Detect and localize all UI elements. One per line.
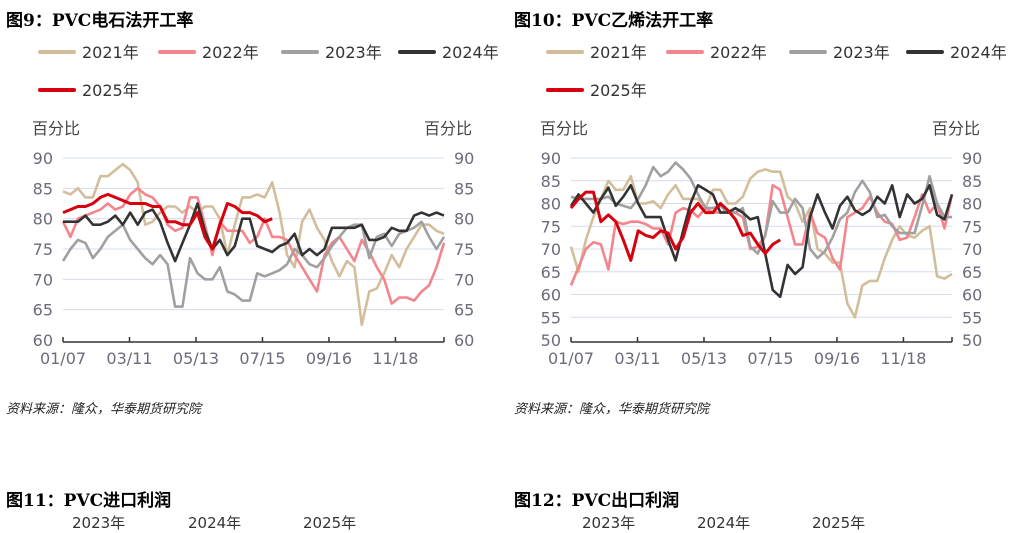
y-axis-label-right: 百分比 (424, 119, 473, 138)
x-tick-label: 11/18 (880, 349, 926, 368)
legend-label-2024: 2024年 (442, 43, 499, 62)
series-line-2021 (62, 162, 445, 327)
y-tick-label-right: 90 (962, 149, 982, 168)
series-line-2023 (570, 161, 952, 260)
y-tick-label-right: 75 (454, 240, 474, 259)
legend-label-2022: 2022年 (710, 43, 767, 62)
chart-0-plot: 60 60 65 65 70 70 75 75 80 80 85 85 90 90 01/07 03/11 05… (33, 43, 499, 368)
y-tick-label-left: 60 (33, 331, 53, 350)
y-tick-label-left: 80 (541, 195, 561, 214)
legend-label-2021: 2021年 (590, 43, 647, 62)
y-tick-label-right: 70 (962, 240, 982, 259)
y-tick-label-right: 90 (454, 149, 474, 168)
chart-title-import-profit: 图11：PVC进口利润 (6, 491, 172, 511)
y-tick-label-right: 65 (454, 301, 474, 320)
y-axis-label-left: 百分比 (32, 119, 81, 138)
y-tick-label-right: 80 (962, 195, 982, 214)
x-tick-label: 09/16 (306, 349, 352, 368)
y-tick-label-right: 60 (962, 286, 982, 305)
legend-label-2022: 2022年 (202, 43, 259, 62)
y-tick-label-right: 60 (454, 331, 474, 350)
y-tick-label-left: 85 (541, 172, 561, 191)
x-tick-label: 11/18 (372, 349, 418, 368)
y-tick-label-right: 85 (962, 172, 982, 191)
series-line-2025 (62, 192, 273, 251)
y-tick-label-left: 75 (541, 217, 561, 236)
y-tick-label-left: 75 (33, 240, 53, 259)
y-tick-label-left: 60 (541, 286, 561, 305)
y-tick-label-right: 85 (454, 179, 474, 198)
legend-label-2024: 2024年 (950, 43, 1007, 62)
series-line-2024 (63, 202, 445, 263)
legend-label-2025: 2025年 (82, 81, 139, 100)
x-tick-label: 09/16 (814, 349, 860, 368)
x-tick-label: 07/15 (239, 349, 285, 368)
y-tick-label-left: 50 (541, 331, 561, 350)
y-tick-label-right: 55 (962, 308, 982, 327)
y-tick-label-left: 70 (541, 240, 561, 259)
legend-label-2025: 2025年 (590, 81, 647, 100)
y-tick-label-left: 90 (33, 149, 53, 168)
x-tick-label: 01/07 (548, 349, 594, 368)
x-tick-label: 03/11 (106, 349, 152, 368)
y-tick-label-left: 90 (541, 149, 561, 168)
legend-label-2021: 2021年 (82, 43, 139, 62)
y-tick-label-left: 85 (33, 179, 53, 198)
x-tick-label: 05/13 (173, 349, 219, 368)
y-axis-label-right: 百分比 (932, 119, 981, 138)
chart-1-plot: 50 50 55 55 60 60 65 65 70 70 75 75 80 80 85 85 90 90 01/0… (541, 43, 1007, 368)
y-axis-label-left: 百分比 (540, 119, 589, 138)
chart-title: 图10：PVC乙烯法开工率 (514, 11, 714, 31)
series-line-2023 (61, 220, 446, 308)
x-tick-label: 05/13 (681, 349, 727, 368)
x-tick-label: 01/07 (40, 349, 86, 368)
x-tick-label: 03/11 (614, 349, 660, 368)
source-note: 资料来源：隆众，华泰期货研究院 (514, 402, 710, 417)
y-tick-label-right: 50 (962, 331, 982, 350)
y-tick-label-right: 70 (454, 270, 474, 289)
y-tick-label-left: 55 (541, 308, 561, 327)
y-tick-label-right: 75 (962, 217, 982, 236)
y-tick-label-right: 65 (962, 263, 982, 282)
chart-title: 图9：PVC电石法开工率 (6, 11, 194, 31)
y-tick-label-left: 80 (33, 210, 53, 229)
y-tick-label-right: 80 (454, 210, 474, 229)
series-line-2021 (569, 168, 953, 319)
chart-title-export-profit: 图12：PVC出口利润 (514, 491, 680, 511)
series-line-2024 (569, 184, 954, 299)
y-tick-label-left: 70 (33, 270, 53, 289)
series-line-2025 (569, 190, 781, 262)
x-tick-label: 07/15 (747, 349, 793, 368)
source-note: 资料来源：隆众，华泰期货研究院 (6, 402, 202, 417)
legend-label-2023: 2023年 (833, 43, 890, 62)
legend-label-2023: 2023年 (325, 43, 382, 62)
y-tick-label-left: 65 (541, 263, 561, 282)
y-tick-label-left: 65 (33, 301, 53, 320)
